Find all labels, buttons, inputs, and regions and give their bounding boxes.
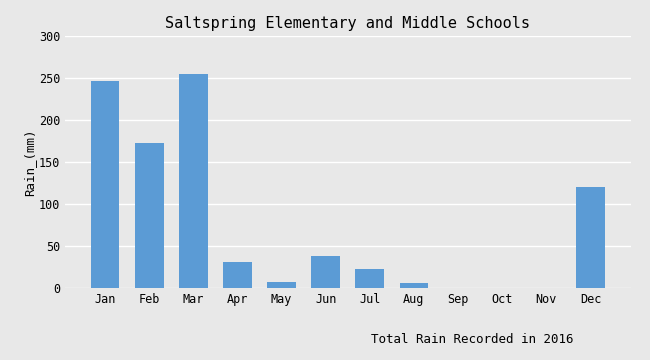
Bar bbox=[267, 282, 296, 288]
Bar bbox=[135, 143, 164, 288]
Y-axis label: Rain_(mm): Rain_(mm) bbox=[23, 128, 36, 196]
Bar bbox=[576, 187, 604, 288]
Bar bbox=[223, 262, 252, 288]
Bar bbox=[400, 283, 428, 288]
Bar bbox=[91, 81, 120, 288]
Title: Saltspring Elementary and Middle Schools: Saltspring Elementary and Middle Schools bbox=[165, 16, 530, 31]
X-axis label: Total Rain Recorded in 2016: Total Rain Recorded in 2016 bbox=[371, 333, 573, 346]
Bar bbox=[179, 74, 207, 288]
Bar bbox=[311, 256, 340, 288]
Bar bbox=[356, 269, 384, 288]
